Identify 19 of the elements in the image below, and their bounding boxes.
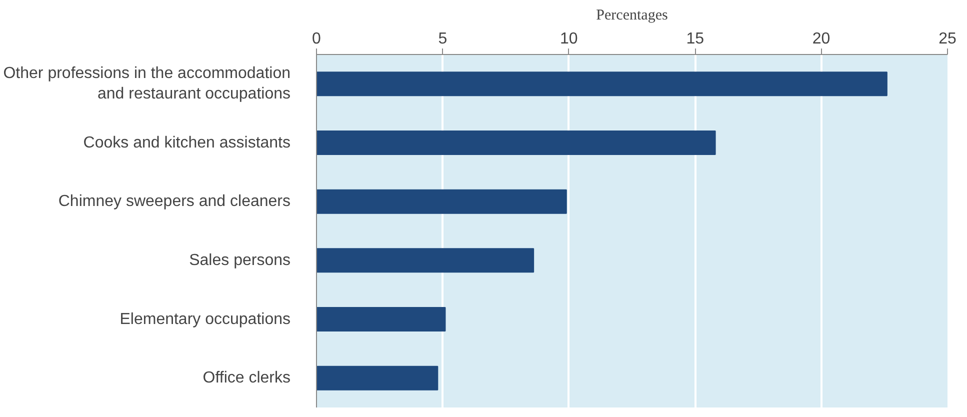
y-tick-label: Elementary occupations: [120, 310, 291, 328]
y-tick-label: Sales persons: [189, 252, 290, 269]
bar: [316, 248, 534, 273]
x-tick-label: 0: [312, 30, 322, 48]
chart-title: Percentages: [596, 8, 668, 24]
bar: [316, 72, 888, 96]
x-tick-label: 25: [938, 30, 956, 48]
bar: [316, 366, 438, 390]
bar: [316, 306, 446, 332]
x-tick-label: 5: [438, 30, 448, 48]
bar: [316, 189, 567, 214]
y-tick-label: Office clerks: [202, 370, 291, 387]
y-tick-label: Cooks and kitchen assistants: [83, 134, 290, 152]
x-tick-label: 15: [686, 30, 704, 48]
y-tick-label: Other professions in the accommodation and restaurant occupations: [3, 65, 291, 103]
x-tick-label: 10: [560, 30, 578, 48]
bar: [316, 130, 716, 156]
x-tick-label: 20: [812, 30, 830, 48]
y-tick-label: Chimney sweepers and cleaners: [58, 193, 291, 210]
